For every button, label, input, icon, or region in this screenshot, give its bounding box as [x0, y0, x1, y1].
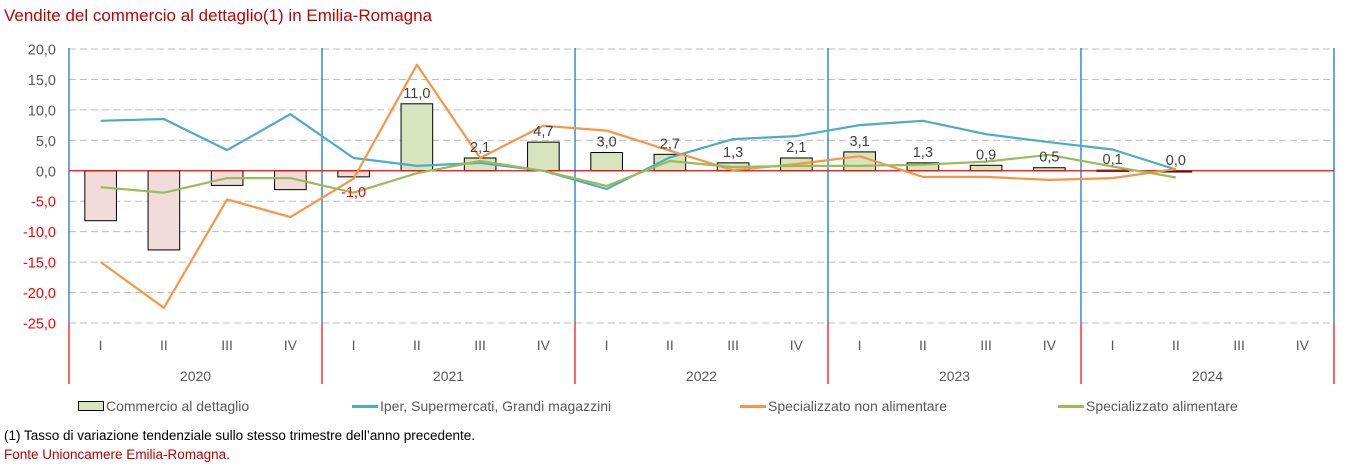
- bar-data-label: -1,0: [341, 185, 366, 201]
- bar-data-label: 0,0: [1166, 153, 1186, 169]
- bar: [843, 151, 876, 172]
- bar-data-label: 4,7: [533, 124, 553, 140]
- x-tick-year: 2023: [939, 368, 970, 384]
- bar-data-label: 2,7: [660, 136, 680, 152]
- chart-canvas: 20,0 15,0 10,0 5,0 0,0 -5,0 -10,0 -15,0 -20,0 -25…: [23, 43, 1335, 384]
- x-tick-quarter: I: [858, 337, 862, 353]
- legend-label: Specializzato alimentare: [1086, 398, 1238, 414]
- legend-item-alimentare[interactable]: Specializzato alimentare: [1058, 398, 1238, 414]
- bar-series: [84, 103, 1193, 251]
- y-tick-label: -20,0: [23, 286, 56, 302]
- year-dividers: [68, 48, 1335, 323]
- x-tick-year: 2021: [433, 368, 464, 384]
- x-tick-quarter: III: [980, 337, 992, 353]
- legend: Commercio al dettaglio Iper, Supermercat…: [0, 398, 1354, 420]
- x-tick-quarter: III: [1233, 337, 1245, 353]
- legend-label: Commercio al dettaglio: [106, 398, 250, 414]
- bar-data-label: 0,5: [1039, 150, 1059, 166]
- legend-item-non-alimentare[interactable]: Specializzato non alimentare: [740, 398, 947, 414]
- x-tick-quarter: IV: [1296, 337, 1310, 353]
- x-tick-quarter: IV: [790, 337, 804, 353]
- x-tick-quarter: III: [727, 337, 739, 353]
- y-tick-label: -15,0: [23, 256, 56, 272]
- x-tick-quarter: II: [666, 337, 674, 353]
- source-note: Fonte Unioncamere Emilia-Romagna.: [4, 447, 230, 462]
- x-tick-quarter: I: [605, 337, 609, 353]
- line-series: [99, 63, 1177, 309]
- gridlines: [69, 48, 1334, 324]
- bar-data-label: 2,1: [786, 140, 806, 156]
- x-tick-quarter: I: [352, 337, 356, 353]
- x-tick-quarter: II: [160, 337, 168, 353]
- x-tick-quarter: II: [413, 337, 421, 353]
- bar-data-label: 11,0: [403, 86, 430, 102]
- legend-label: Iper, Supermercati, Grandi magazzini: [380, 398, 612, 414]
- x-tick-quarter: IV: [284, 337, 298, 353]
- bar-data-label: 1,3: [723, 145, 743, 161]
- bar-data-label: 2,1: [470, 140, 490, 156]
- legend-swatch-bar: [78, 401, 104, 411]
- x-tick-quarter: III: [474, 337, 486, 353]
- bar: [527, 141, 560, 172]
- footnote: (1) Tasso di variazione tendenziale sull…: [4, 428, 476, 443]
- legend-item-commercio[interactable]: Commercio al dettaglio: [78, 398, 249, 414]
- y-tick-label: -25,0: [23, 317, 56, 333]
- bar-data-label: 3,1: [850, 134, 870, 150]
- legend-label: Specializzato non alimentare: [768, 398, 947, 414]
- chart-title: Vendite del commercio al dettaglio(1) in…: [4, 6, 433, 25]
- line-specializzato-non-alimentare: [99, 63, 1177, 309]
- y-tick-label: 20,0: [28, 43, 56, 59]
- bar: [84, 170, 117, 222]
- data-labels: -1,0 11,0 2,1 4,7 3,0 2,7 1,3 2,1 3,1 1,3 0,9 0,5 0,…: [341, 86, 1186, 201]
- bar-data-label: 3,0: [597, 135, 617, 151]
- x-tick-quarter: I: [99, 337, 103, 353]
- x-tick-quarter: II: [1172, 337, 1180, 353]
- bar-data-label: 0,9: [976, 147, 996, 163]
- y-tick-label: 5,0: [36, 134, 56, 150]
- x-tick-quarter: I: [1111, 337, 1115, 353]
- y-tick-label: -5,0: [31, 195, 56, 211]
- y-tick-label: -10,0: [23, 225, 56, 241]
- x-tick-quarter: IV: [537, 337, 551, 353]
- x-tick-quarter: IV: [1043, 337, 1057, 353]
- legend-swatch-line: [1058, 404, 1084, 408]
- legend-item-iper[interactable]: Iper, Supermercati, Grandi magazzini: [352, 398, 611, 414]
- bar: [969, 164, 1003, 172]
- x-tick-year: 2024: [1192, 368, 1223, 384]
- x-axis: I II III IV I II III IV I II III IV I II III IV I II III IV…: [68, 323, 1335, 384]
- legend-swatch-line: [740, 404, 766, 408]
- legend-swatch-line: [352, 404, 378, 408]
- bar-data-label: 1,3: [913, 145, 933, 161]
- bar-data-label: 0,1: [1103, 152, 1123, 168]
- x-tick-quarter: II: [919, 337, 927, 353]
- y-tick-label: 0,0: [36, 164, 56, 180]
- x-tick-quarter: III: [221, 337, 233, 353]
- bar: [400, 103, 434, 172]
- line-specializzato-alimentare: [100, 153, 1177, 194]
- x-tick-year: 2020: [180, 368, 211, 384]
- bar: [590, 152, 623, 172]
- x-tick-year: 2022: [686, 368, 717, 384]
- y-tick-label: 10,0: [28, 103, 56, 119]
- bar: [337, 170, 370, 178]
- bar: [147, 170, 181, 251]
- y-axis-ticks: 20,0 15,0 10,0 5,0 0,0 -5,0 -10,0 -15,0 -20,0 -25…: [23, 43, 56, 333]
- y-tick-label: 15,0: [28, 73, 56, 89]
